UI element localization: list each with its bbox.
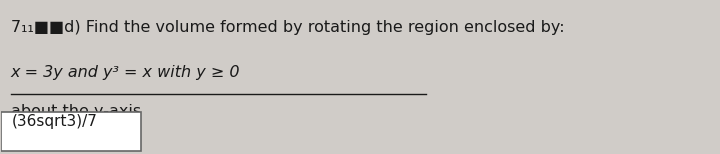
Text: 7₁₁■■d) Find the volume formed by rotating the region enclosed by:: 7₁₁■■d) Find the volume formed by rotati…: [11, 20, 564, 34]
Text: about the y-axis: about the y-axis: [11, 104, 141, 119]
Text: x = 3y and y³ = x with y ≥ 0: x = 3y and y³ = x with y ≥ 0: [11, 65, 240, 80]
Text: (36sqrt3)/7: (36sqrt3)/7: [12, 114, 98, 129]
FancyBboxPatch shape: [1, 112, 140, 151]
